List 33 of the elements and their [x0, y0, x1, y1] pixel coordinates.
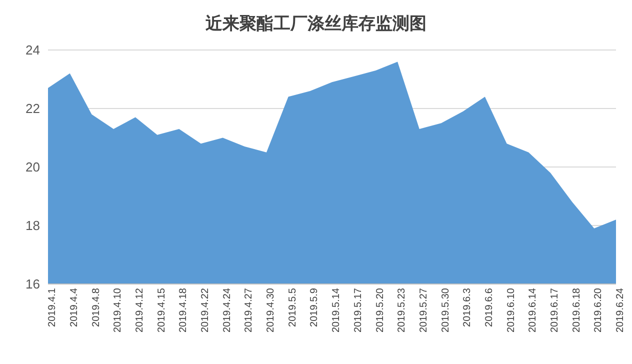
y-tick-label: 24	[26, 42, 40, 58]
x-tick-label: 2019.6.14	[528, 288, 539, 332]
x-tick-label: 2019.4.18	[178, 288, 190, 332]
x-tick-label: 2019.6.6	[484, 288, 496, 327]
x-tick-label: 2019.4.30	[266, 288, 277, 332]
x-tick-label: 2019.4.24	[222, 288, 233, 332]
x-tick-label: 2019.5.23	[396, 288, 408, 332]
y-tick-label: 22	[26, 101, 40, 116]
x-tick-label: 2019.4.15	[156, 288, 168, 332]
y-tick-label: 18	[26, 218, 40, 234]
x-tick-label: 2019.6.18	[571, 288, 582, 332]
x-tick-label: 2019.4.27	[244, 288, 255, 332]
y-tick-label: 16	[26, 276, 40, 292]
x-tick-label: 2019.5.5	[287, 288, 298, 327]
x-tick-label: 2019.4.1	[47, 288, 58, 327]
chart-title: 近来聚酯工厂涤丝库存监测图	[204, 13, 428, 36]
x-tick-label: 2019.4.22	[200, 288, 212, 332]
x-tick-label: 2019.4.12	[134, 288, 146, 332]
x-tick-label: 2019.6.17	[550, 288, 561, 332]
x-tick-label: 2019.6.3	[462, 288, 474, 327]
x-tick-label: 2019.5.9	[309, 288, 320, 327]
x-tick-label: 2019.4.4	[68, 288, 80, 327]
x-tick-label: 2019.5.17	[352, 288, 364, 332]
x-tick-label: 2019.5.30	[440, 288, 452, 332]
y-tick-label: 20	[26, 160, 40, 175]
x-tick-label: 2019.4.8	[90, 288, 102, 327]
x-tick-label: 2019.6.20	[593, 288, 604, 332]
x-tick-label: 2019.6.10	[506, 288, 517, 332]
x-tick-label: 2019.4.10	[112, 288, 124, 332]
x-tick-label: 2019.6.24	[615, 288, 626, 332]
x-tick-label: 2019.5.20	[374, 288, 386, 332]
x-tick-label: 2019.5.14	[331, 288, 342, 332]
x-tick-label: 2019.5.27	[418, 288, 430, 332]
